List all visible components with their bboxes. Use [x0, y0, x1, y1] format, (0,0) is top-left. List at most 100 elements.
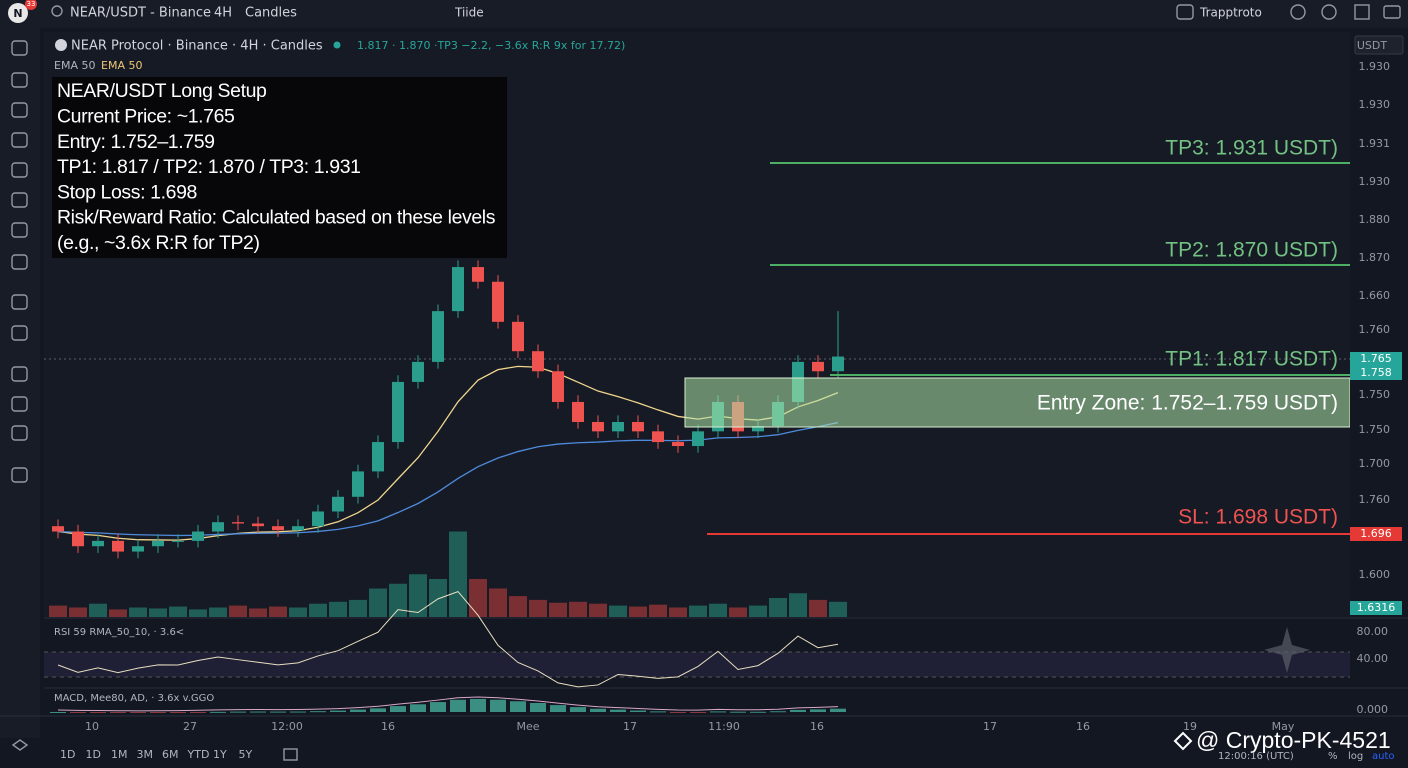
interval[interactable]: 4H: [214, 6, 232, 21]
volume-bar: [749, 605, 767, 617]
macd-bar: [150, 712, 166, 713]
legend-title: NEAR Protocol · Binance · 4H · Candles: [71, 39, 323, 54]
annotation-line: NEAR/USDT Long Setup: [57, 80, 267, 102]
logo[interactable]: [8, 3, 28, 23]
settings-icon[interactable]: [1290, 4, 1306, 20]
candle-body: [332, 496, 344, 512]
settings-icon[interactable]: [1321, 4, 1337, 20]
tool-icon[interactable]: [11, 425, 28, 441]
price-label: 1.660: [1359, 289, 1391, 302]
layers-icon[interactable]: [11, 739, 29, 751]
candle-body: [112, 540, 124, 552]
candle-body: [412, 361, 424, 382]
candle-body: [512, 321, 524, 352]
currency[interactable]: USDT: [1357, 39, 1388, 52]
log-toggle[interactable]: log: [1348, 751, 1363, 762]
volume-bar: [809, 599, 827, 617]
volume-bar: [149, 608, 167, 617]
macd-line: [57, 696, 839, 712]
candle-body: [372, 442, 384, 472]
volume-bar: [429, 579, 447, 617]
price-tag-label: 1.758: [1360, 366, 1392, 379]
tool-icon[interactable]: [11, 132, 28, 148]
annotation-line: Current Price: ~1.765: [57, 105, 235, 127]
range-button[interactable]: 5Y: [239, 748, 253, 761]
macd-bar: [730, 711, 746, 713]
account[interactable]: Trapptroto: [1199, 6, 1262, 20]
tool-icon[interactable]: [11, 72, 28, 88]
volume-bar: [729, 607, 747, 617]
macd-bar: [350, 709, 366, 712]
tool-icon[interactable]: [11, 294, 28, 310]
range-button[interactable]: 1Y: [213, 748, 227, 761]
tool-icon[interactable]: [11, 192, 28, 208]
macd-bar: [430, 702, 446, 712]
time-label: 17: [983, 720, 997, 733]
auto-toggle[interactable]: auto: [1372, 751, 1395, 762]
volume-bar: [249, 608, 267, 617]
volume-bar: [689, 605, 707, 617]
volume-bar: [269, 606, 287, 617]
volume-bar: [609, 605, 627, 617]
badge-count: 33: [27, 0, 36, 8]
candle-body: [472, 267, 484, 282]
percent-toggle[interactable]: %: [1328, 751, 1338, 762]
candle-body: [392, 381, 404, 443]
volume-bar: [629, 606, 647, 617]
range-button[interactable]: 3M: [137, 748, 154, 761]
tp3-label: TP3: 1.931 USDT): [1165, 137, 1338, 160]
candle-body: [752, 426, 764, 432]
price-label: 1.880: [1359, 213, 1391, 226]
macd-bar: [770, 711, 786, 713]
time-label: 27: [183, 720, 197, 733]
tool-icon[interactable]: [11, 325, 28, 341]
volume-bar: [209, 607, 227, 617]
chart-type[interactable]: Candles: [245, 6, 297, 21]
symbol[interactable]: NEAR/USDT - Binance: [70, 6, 211, 21]
macd-bar: [190, 712, 206, 713]
currency-button[interactable]: [1354, 35, 1404, 55]
calendar-icon[interactable]: [283, 748, 298, 761]
tool-icon[interactable]: [11, 366, 28, 382]
volume-bar: [89, 603, 107, 617]
snapshot-icon[interactable]: [1383, 5, 1401, 19]
macd-bar: [610, 709, 626, 712]
candle-body: [812, 361, 824, 372]
search-icon[interactable]: [51, 5, 63, 17]
macd-bar: [450, 699, 466, 712]
tool-icon[interactable]: [11, 162, 28, 178]
macd-bar: [790, 709, 806, 712]
tool-icon[interactable]: [11, 222, 28, 238]
volume-bar: [369, 588, 387, 617]
macd-bar: [50, 712, 66, 713]
macd-bar: [230, 711, 246, 713]
range-button[interactable]: 6M: [162, 748, 179, 761]
volume-bar: [169, 606, 187, 617]
volume-bar: [329, 601, 347, 617]
fullscreen-icon[interactable]: [1354, 4, 1370, 20]
annotation-line: (e.g., ~3.6x R:R for TP2): [57, 232, 260, 254]
range-button[interactable]: YTD: [187, 748, 210, 761]
account-icon[interactable]: [1176, 4, 1194, 20]
tool-icon[interactable]: [11, 467, 28, 483]
price-tag: [1350, 601, 1402, 615]
volume-bar: [109, 609, 127, 617]
range-button[interactable]: 1D: [86, 748, 101, 761]
range-button[interactable]: 1M: [111, 748, 128, 761]
tool-icon[interactable]: [11, 40, 28, 56]
tool-icon[interactable]: [11, 102, 28, 118]
candle-body: [172, 540, 184, 542]
range-button[interactable]: 1D: [60, 748, 75, 761]
price-tag-label: 1.765: [1360, 352, 1392, 365]
candle-body: [612, 422, 624, 432]
macd-bar: [210, 711, 226, 713]
volume-bar: [309, 603, 327, 617]
tool-icon[interactable]: [11, 254, 28, 270]
candle-body: [72, 531, 84, 547]
price-label: 1.760: [1359, 323, 1391, 336]
candle-body: [232, 522, 244, 524]
time-label: May: [1272, 720, 1295, 733]
indicators[interactable]: Tiide: [454, 6, 484, 20]
tool-icon[interactable]: [11, 396, 28, 412]
volume-bar: [129, 607, 147, 617]
